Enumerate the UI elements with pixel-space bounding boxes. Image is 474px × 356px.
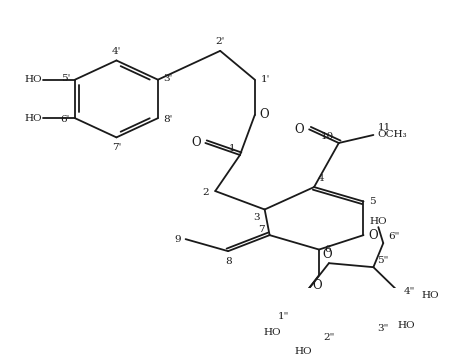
Text: O: O [322, 248, 332, 261]
Text: 7': 7' [112, 143, 121, 152]
Text: 5": 5" [377, 256, 389, 265]
Text: HO: HO [370, 216, 387, 225]
Text: O: O [312, 279, 322, 292]
Text: 1: 1 [228, 145, 235, 153]
Text: 5: 5 [369, 197, 376, 206]
Text: HO: HO [25, 114, 42, 123]
Text: 4: 4 [318, 174, 325, 183]
Text: 2: 2 [203, 188, 210, 197]
Text: 8': 8' [163, 115, 172, 124]
Text: 3: 3 [253, 214, 260, 222]
Text: 1': 1' [261, 75, 270, 84]
Text: 10: 10 [320, 132, 334, 141]
Text: 6": 6" [388, 232, 400, 241]
Text: 8: 8 [225, 257, 231, 266]
Text: 4": 4" [404, 287, 415, 296]
Text: HO: HO [422, 291, 439, 300]
Text: 9: 9 [174, 235, 181, 244]
Text: HO: HO [25, 75, 42, 84]
Text: 11: 11 [377, 123, 391, 132]
Text: HO: HO [264, 328, 282, 337]
Text: OCH₃: OCH₃ [377, 131, 407, 140]
Text: 5': 5' [61, 74, 70, 83]
Text: O: O [368, 229, 378, 242]
Text: 2": 2" [323, 333, 335, 342]
Text: O: O [192, 136, 201, 150]
Text: 4': 4' [112, 47, 121, 57]
Text: HO: HO [294, 346, 312, 356]
Text: O: O [294, 123, 304, 136]
Text: 3": 3" [377, 324, 389, 333]
Text: HO: HO [397, 321, 415, 330]
Text: O: O [260, 109, 269, 121]
Text: 6: 6 [324, 245, 330, 254]
Text: 2': 2' [216, 37, 225, 46]
Text: 1": 1" [278, 312, 290, 321]
Text: 7: 7 [258, 225, 264, 234]
Text: 6': 6' [61, 115, 70, 124]
Text: 3': 3' [163, 74, 172, 83]
